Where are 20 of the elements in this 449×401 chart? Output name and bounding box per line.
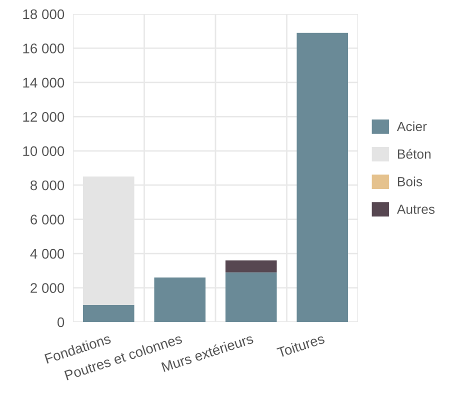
bar [225, 272, 277, 322]
y-tick-label: 8 000 [30, 180, 64, 190]
x-tick-label: Toitures [276, 333, 326, 358]
y-tick-label: 18 000 [23, 9, 64, 20]
legend-label: Autres [396, 204, 435, 214]
legend-label: Bois [398, 176, 422, 186]
y-tick-label: 4 000 [30, 248, 64, 259]
legend-label: Béton [398, 148, 431, 159]
bar [82, 304, 134, 322]
y-tick-label: 14 000 [23, 78, 64, 88]
y-tick-label: 2 000 [30, 283, 64, 293]
bar [296, 32, 348, 322]
y-tick-label: 16 000 [23, 44, 64, 54]
bar [154, 278, 206, 322]
y-tick-label: 6 000 [30, 214, 64, 225]
y-tick-label: 0 [57, 317, 64, 328]
legend-label: Acier [396, 121, 427, 132]
bar [225, 260, 277, 272]
y-tick-label: 10 000 [23, 146, 64, 156]
y-tick-label: 12 000 [23, 112, 64, 122]
